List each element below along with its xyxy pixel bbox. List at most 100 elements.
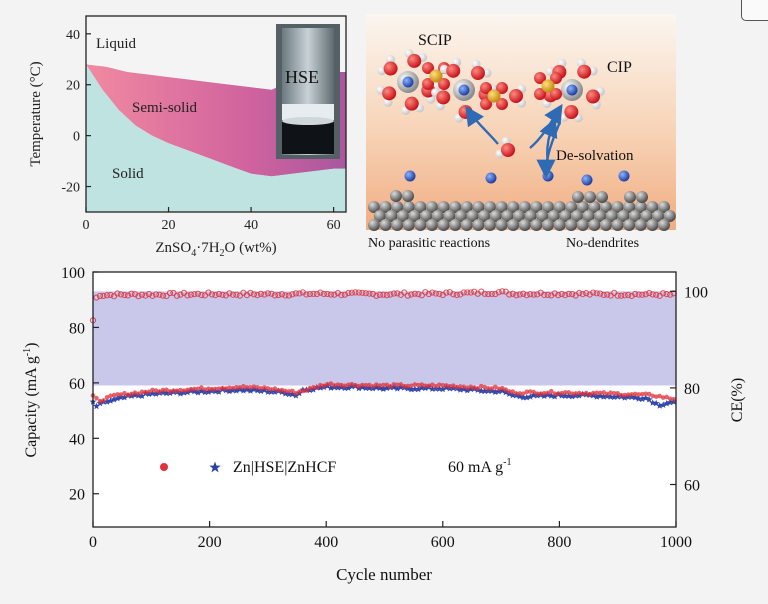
capacity-overlay-point [353, 382, 358, 388]
corner-expand-button[interactable] [741, 0, 768, 21]
ce-point [149, 292, 156, 299]
phase-x-tick-label: 0 [83, 218, 90, 233]
ce-point [145, 291, 153, 298]
capacity-overlay-point [545, 390, 551, 396]
current-density-annotation: 60 mA g-1 [448, 457, 511, 476]
capacity-overlay-point [157, 389, 162, 394]
ce-point [373, 292, 380, 299]
cycling-data-marks [89, 288, 678, 410]
cycling-y2-tick-label: 60 [684, 478, 700, 495]
capacity-overlay-point [244, 385, 250, 390]
ce-point [593, 290, 600, 297]
ce-point [614, 292, 621, 299]
capacity-point [645, 396, 653, 403]
capacity-overlay-point [97, 398, 103, 404]
oxygen-atom [446, 63, 461, 78]
ce-point [418, 292, 425, 299]
cycling-x-axis-label: Cycle number [336, 565, 432, 584]
capacity-overlay-point [513, 391, 519, 396]
capacity-overlay-point [468, 384, 474, 390]
capacity-overlay-point [146, 389, 152, 395]
zinc-surface-atom [530, 201, 543, 213]
capacity-overlay-point [311, 385, 316, 390]
zinc-surface-atom [507, 201, 520, 213]
phase-y-tick-label: -20 [61, 181, 80, 196]
capacity-overlay-point [534, 391, 540, 396]
zinc-surface-atom [414, 219, 427, 231]
ce-point [261, 291, 268, 298]
capacity-overlay-point [118, 392, 124, 397]
zinc-surface-atom [640, 210, 653, 222]
capacity-overlay-point [377, 383, 383, 388]
zinc-surface-atom [518, 201, 531, 213]
capacity-overlay-point [457, 384, 463, 389]
desolvation-arrow [536, 121, 562, 179]
zinc-surface-atom [518, 219, 531, 231]
capacity-overlay-point [618, 392, 624, 398]
ce-point [667, 291, 674, 298]
zinc-surface-atom [536, 210, 549, 222]
ce-point [285, 292, 292, 299]
capacity-overlay-point [269, 387, 274, 392]
capacity-overlay-point [346, 382, 351, 388]
capacity-point [565, 392, 573, 399]
capacity-overlay-point [265, 386, 271, 391]
ce-point [184, 292, 191, 299]
ce-point [579, 290, 586, 298]
ce-point [530, 291, 537, 298]
capacity-overlay-point [132, 390, 138, 396]
capacity-overlay-point [485, 386, 491, 391]
capacity-overlay-point [283, 388, 288, 394]
ce-point [534, 291, 541, 298]
oxygen-atom [550, 88, 562, 100]
region-label-liquid: Liquid [96, 36, 136, 52]
ce-point [604, 291, 611, 298]
capacity-overlay-point [104, 395, 110, 400]
capacity-overlay-point [213, 386, 218, 392]
zinc-surface-atom [658, 201, 670, 213]
ce-point [509, 290, 516, 297]
zinc-surface-atom [547, 210, 560, 222]
no-dendrites-label: No-dendrites [566, 236, 639, 251]
capacity-overlay-point [489, 386, 495, 391]
capacity-overlay-point [255, 385, 260, 390]
capacity-overlay-point [430, 382, 435, 388]
capacity-overlay-point [356, 383, 362, 389]
zinc-surface-atom [391, 219, 404, 231]
ce-point [460, 289, 467, 296]
ce-point [219, 291, 226, 298]
capacity-overlay-point [496, 386, 502, 392]
ce-point [289, 291, 296, 298]
ce-point [499, 288, 506, 295]
zinc-surface-atom [576, 219, 589, 231]
capacity-point [418, 384, 426, 391]
capacity-overlay-point [237, 385, 243, 390]
cip-label: CIP [607, 59, 632, 76]
zinc-surface-atom [652, 210, 665, 222]
capacity-point [607, 393, 615, 400]
zinc-surface-atom [420, 210, 433, 222]
capacity-overlay-point [206, 386, 211, 392]
mechanism-diagram-panel: SCIP CIP De-solvation No parasitic react… [366, 14, 676, 251]
ce-point [597, 290, 604, 297]
capacity-point [642, 394, 650, 401]
capacity-point [163, 389, 170, 397]
ce-point [366, 290, 373, 297]
ce-point [663, 290, 670, 298]
capacity-overlay-point [594, 390, 600, 396]
capacity-overlay-point [129, 391, 134, 397]
oxygen-atom [383, 61, 398, 76]
capacity-overlay-point [562, 390, 568, 395]
zinc-surface-atom [402, 201, 415, 213]
capacity-point [114, 394, 121, 402]
zinc-ion [402, 76, 414, 88]
capacity-overlay-point [569, 391, 575, 397]
capacity-overlay-point [199, 385, 204, 390]
phase-x-tick-label: 40 [244, 218, 258, 233]
capacity-point [344, 384, 352, 391]
capacity-overlay-point [363, 382, 369, 388]
capacity-point [428, 385, 436, 392]
